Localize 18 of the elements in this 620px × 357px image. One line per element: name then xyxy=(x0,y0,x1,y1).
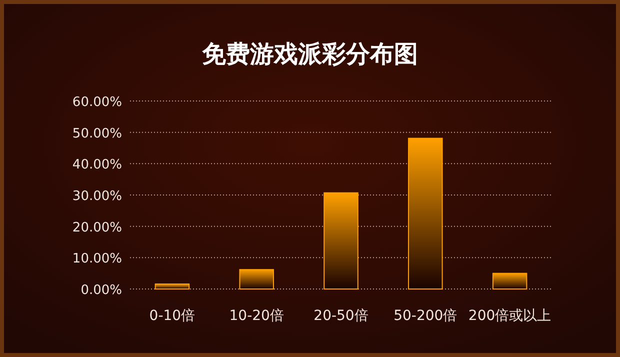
x-tick-label: 10-20倍 xyxy=(229,308,284,324)
y-tick-label: 40.00% xyxy=(72,158,122,173)
chart-title: 免费游戏派彩分布图 xyxy=(201,40,418,68)
y-tick-label: 20.00% xyxy=(72,220,122,236)
x-tick-label: 50-200倍 xyxy=(394,308,458,324)
x-tick-label: 0-10倍 xyxy=(149,308,196,324)
y-tick-label: 50.00% xyxy=(72,126,122,142)
y-tick-label: 60.00% xyxy=(72,95,122,110)
bar xyxy=(239,269,274,290)
bar xyxy=(324,192,358,290)
y-tick-label: 0.00% xyxy=(80,283,122,298)
x-tick-label: 200倍或以上 xyxy=(468,308,552,324)
bar xyxy=(492,272,528,290)
x-tick-label: 20-50倍 xyxy=(314,308,368,324)
y-tick-label: 30.00% xyxy=(72,189,122,204)
bar xyxy=(154,283,190,290)
y-tick-label: 10.00% xyxy=(72,252,122,267)
bar xyxy=(408,138,443,290)
